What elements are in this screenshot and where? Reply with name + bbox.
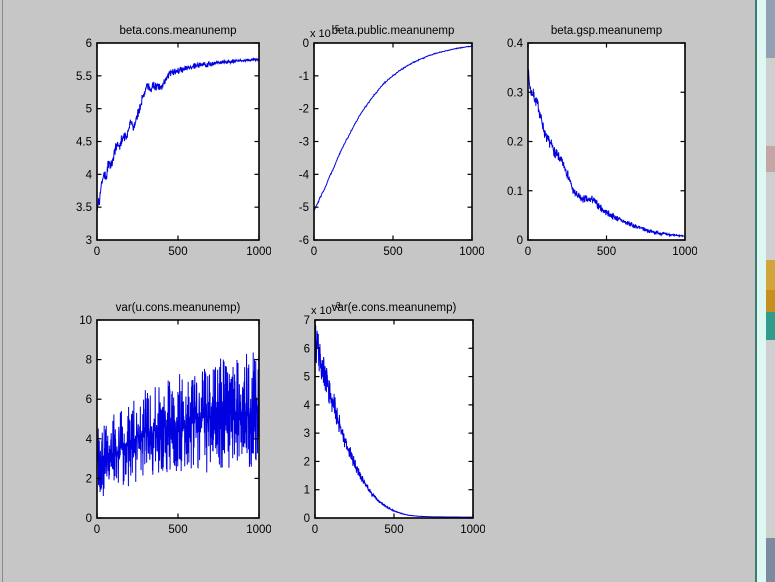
y-tick-label: 10 bbox=[79, 315, 92, 327]
y-tick-label: 3.5 bbox=[76, 202, 92, 214]
y-tick-label: 0.1 bbox=[507, 186, 523, 198]
y-tick-label: -4 bbox=[299, 169, 310, 181]
y-tick-label: -5 bbox=[299, 202, 309, 214]
desktop-fragment bbox=[766, 58, 775, 146]
subplot-title: var(e.cons.meanunemp) bbox=[332, 302, 457, 314]
y-tick-label: -2 bbox=[299, 104, 309, 116]
axes-background bbox=[528, 43, 685, 240]
x-tick-label: 500 bbox=[168, 524, 187, 536]
y-tick-label: 6 bbox=[304, 343, 310, 355]
y-axis-exponent-label: x 10 bbox=[311, 305, 332, 317]
y-axis-exponent-label: x 10 bbox=[310, 28, 331, 40]
subplot-title: beta.cons.meanunemp bbox=[120, 25, 237, 37]
axes-background bbox=[315, 320, 473, 518]
y-tick-label: 2 bbox=[86, 473, 92, 485]
subplot-title: beta.gsp.meanunemp bbox=[551, 25, 662, 37]
axes-background bbox=[314, 43, 472, 240]
subplot-var-u-cons-meanunemp: 0 500 1000 0 2 4 6 8 10 var(u.cons.meanunemp) bbox=[79, 302, 271, 536]
subplot-title: beta.public.meanunemp bbox=[332, 25, 455, 37]
y-axis-exponent-sup: -5 bbox=[332, 23, 340, 33]
subplot-beta-gsp-meanunemp: 0 500 1000 0 0.1 0.2 0.3 0.4 beta.gsp.meanunemp bbox=[507, 25, 697, 258]
y-tick-label: 0 bbox=[86, 513, 92, 525]
desktop-icon-fragment-teal[interactable] bbox=[766, 312, 775, 340]
trace-line bbox=[96, 352, 260, 496]
y-tick-label: 0.4 bbox=[507, 38, 524, 50]
desktop-fragment-top-window bbox=[766, 0, 775, 58]
desktop-fragment-bottom-window bbox=[766, 538, 775, 582]
y-tick-label: 5 bbox=[86, 104, 92, 116]
x-tick-label: 500 bbox=[383, 246, 402, 258]
subplot-title: var(u.cons.meanunemp) bbox=[116, 302, 241, 314]
y-tick-label: 4 bbox=[86, 169, 93, 181]
trace-line bbox=[96, 57, 260, 211]
y-tick-label: 6 bbox=[86, 394, 92, 406]
y-tick-label: 4 bbox=[86, 434, 93, 446]
subplot-beta-public-meanunemp: 0 500 1000 -6 -5 -4 -3 -2 -1 0 beta.public.meanune… bbox=[299, 23, 484, 258]
y-tick-label: 8 bbox=[86, 355, 92, 367]
x-tick-label: 0 bbox=[311, 246, 317, 258]
y-tick-label: 3 bbox=[304, 428, 310, 440]
y-tick-label: -1 bbox=[299, 71, 309, 83]
background-window-border-line bbox=[755, 0, 757, 582]
y-tick-label: 7 bbox=[304, 315, 310, 327]
x-tick-label: 500 bbox=[168, 246, 187, 258]
y-tick-label: 3 bbox=[86, 235, 92, 247]
x-tick-label: 1000 bbox=[459, 246, 484, 258]
x-tick-label: 500 bbox=[597, 246, 616, 258]
subplot-beta-cons-meanunemp: 0 500 1000 3 3.5 4 4.5 5 5.5 6 beta.cons.meanunemp bbox=[76, 25, 271, 258]
axes-background bbox=[97, 43, 259, 240]
y-tick-label: 0 bbox=[304, 513, 310, 525]
x-tick-label: 500 bbox=[384, 524, 403, 536]
desktop-icon-fragment-orange[interactable] bbox=[766, 290, 775, 312]
y-tick-label: 4.5 bbox=[76, 137, 92, 149]
y-tick-label: 1 bbox=[304, 485, 310, 497]
y-tick-label: 5 bbox=[304, 372, 310, 384]
window-left-border bbox=[2, 0, 3, 582]
trace-line bbox=[314, 325, 474, 518]
trace-line bbox=[313, 45, 473, 212]
x-tick-label: 0 bbox=[525, 246, 531, 258]
x-tick-label: 1000 bbox=[246, 246, 271, 258]
y-tick-label: 2 bbox=[304, 456, 310, 468]
x-tick-label: 0 bbox=[312, 524, 318, 536]
subplot-var-e-cons-meanunemp: 0 500 1000 0 1 2 3 4 5 6 7 var(e.cons.meanunemp)x 1… bbox=[304, 300, 485, 536]
x-tick-label: 0 bbox=[94, 524, 100, 536]
y-tick-label: 4 bbox=[304, 400, 311, 412]
y-tick-label: -6 bbox=[299, 235, 309, 247]
y-tick-label: 0.2 bbox=[507, 137, 523, 149]
desktop-fragment-pink bbox=[766, 146, 775, 172]
y-tick-label: 5.5 bbox=[76, 71, 92, 83]
desktop-fragment bbox=[766, 340, 775, 538]
background-window-edge-highlight bbox=[757, 0, 766, 582]
y-tick-label: 0 bbox=[303, 38, 309, 50]
x-tick-label: 1000 bbox=[246, 524, 271, 536]
desktop-fragment bbox=[766, 172, 775, 260]
y-axis-exponent-sup: -3 bbox=[333, 300, 341, 310]
y-tick-label: 6 bbox=[86, 38, 92, 50]
y-tick-label: 0.3 bbox=[507, 87, 523, 99]
x-tick-label: 0 bbox=[94, 246, 100, 258]
desktop-icon-fragment-yellow[interactable] bbox=[766, 260, 775, 290]
x-tick-label: 1000 bbox=[672, 246, 697, 258]
trace-line bbox=[527, 69, 686, 239]
y-tick-label: -3 bbox=[299, 137, 309, 149]
y-tick-label: 0 bbox=[517, 235, 523, 247]
x-tick-label: 1000 bbox=[460, 524, 485, 536]
